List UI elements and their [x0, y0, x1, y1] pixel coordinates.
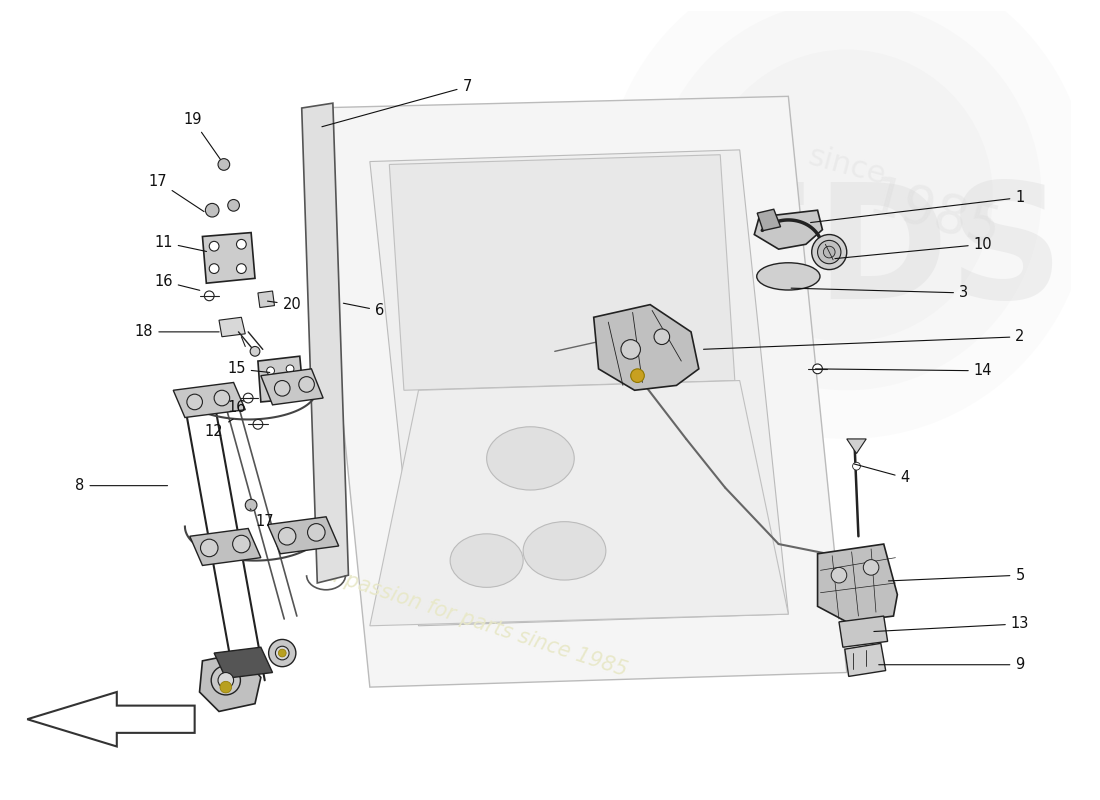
Circle shape [236, 264, 246, 274]
Circle shape [218, 673, 233, 688]
Text: 16: 16 [154, 274, 200, 290]
Polygon shape [370, 150, 789, 626]
Circle shape [253, 419, 263, 429]
Circle shape [211, 666, 241, 695]
Text: 20: 20 [267, 297, 301, 312]
Polygon shape [594, 305, 698, 390]
Polygon shape [257, 356, 304, 402]
Circle shape [209, 264, 219, 274]
Polygon shape [755, 210, 823, 249]
Circle shape [205, 291, 214, 301]
Polygon shape [301, 103, 349, 583]
Text: 8: 8 [75, 478, 167, 493]
Text: 5: 5 [889, 568, 1024, 582]
Polygon shape [28, 692, 195, 746]
Circle shape [864, 560, 879, 575]
Polygon shape [370, 381, 789, 626]
Circle shape [654, 329, 670, 345]
Text: 2: 2 [704, 330, 1025, 350]
Text: a passion for parts since 1985: a passion for parts since 1985 [324, 564, 630, 680]
Circle shape [236, 239, 246, 249]
Text: 11: 11 [154, 235, 207, 251]
Text: 16: 16 [228, 398, 251, 415]
Circle shape [286, 382, 294, 390]
Text: 15: 15 [228, 362, 270, 376]
Polygon shape [173, 382, 245, 418]
Polygon shape [219, 318, 245, 337]
Circle shape [824, 246, 835, 258]
Polygon shape [261, 369, 323, 405]
Text: 7: 7 [322, 79, 472, 126]
Circle shape [278, 649, 286, 657]
Polygon shape [757, 210, 781, 230]
Circle shape [278, 527, 296, 545]
Polygon shape [267, 517, 339, 554]
Text: 4: 4 [855, 464, 910, 486]
Circle shape [817, 240, 840, 264]
Polygon shape [257, 291, 275, 307]
Text: 1: 1 [811, 190, 1024, 222]
Circle shape [621, 340, 640, 359]
Ellipse shape [757, 262, 820, 290]
Text: 6: 6 [343, 303, 384, 318]
Circle shape [220, 682, 232, 693]
Circle shape [266, 385, 275, 392]
Text: 17: 17 [251, 509, 274, 529]
Circle shape [232, 535, 250, 553]
Polygon shape [845, 643, 886, 677]
Text: EDS: EDS [707, 177, 1064, 331]
Polygon shape [389, 154, 735, 390]
Ellipse shape [486, 426, 574, 490]
Circle shape [200, 539, 218, 557]
Circle shape [299, 377, 315, 392]
Polygon shape [214, 647, 273, 678]
Circle shape [852, 462, 860, 470]
Circle shape [812, 234, 847, 270]
Text: 13: 13 [873, 616, 1030, 631]
Text: since: since [805, 142, 889, 190]
Circle shape [266, 367, 275, 374]
Text: 1985: 1985 [862, 173, 1006, 258]
Text: 9: 9 [879, 658, 1024, 672]
Polygon shape [839, 616, 888, 647]
Circle shape [218, 158, 230, 170]
Circle shape [187, 394, 202, 410]
Polygon shape [190, 529, 261, 566]
Circle shape [604, 0, 1090, 439]
Polygon shape [311, 96, 847, 687]
Polygon shape [847, 439, 866, 454]
Text: 17: 17 [148, 174, 204, 211]
Circle shape [813, 364, 823, 374]
Circle shape [701, 50, 992, 342]
Text: 18: 18 [135, 324, 219, 339]
Circle shape [652, 1, 1042, 390]
Circle shape [228, 199, 240, 211]
Circle shape [275, 381, 290, 396]
Circle shape [243, 393, 253, 403]
Circle shape [275, 646, 289, 660]
Circle shape [250, 346, 260, 356]
Ellipse shape [524, 522, 606, 580]
Text: 10: 10 [835, 237, 992, 258]
Polygon shape [817, 544, 898, 622]
Circle shape [268, 639, 296, 666]
Circle shape [214, 390, 230, 406]
Polygon shape [199, 653, 261, 711]
Text: 3: 3 [791, 286, 968, 301]
Polygon shape [202, 233, 255, 283]
Circle shape [245, 499, 257, 511]
Circle shape [286, 365, 294, 373]
Text: 14: 14 [815, 363, 992, 378]
Circle shape [308, 524, 326, 541]
Circle shape [832, 567, 847, 583]
Text: 12: 12 [205, 419, 233, 438]
Text: 19: 19 [184, 112, 220, 159]
Circle shape [206, 203, 219, 217]
Circle shape [209, 242, 219, 251]
Circle shape [630, 369, 645, 382]
Ellipse shape [450, 534, 524, 587]
